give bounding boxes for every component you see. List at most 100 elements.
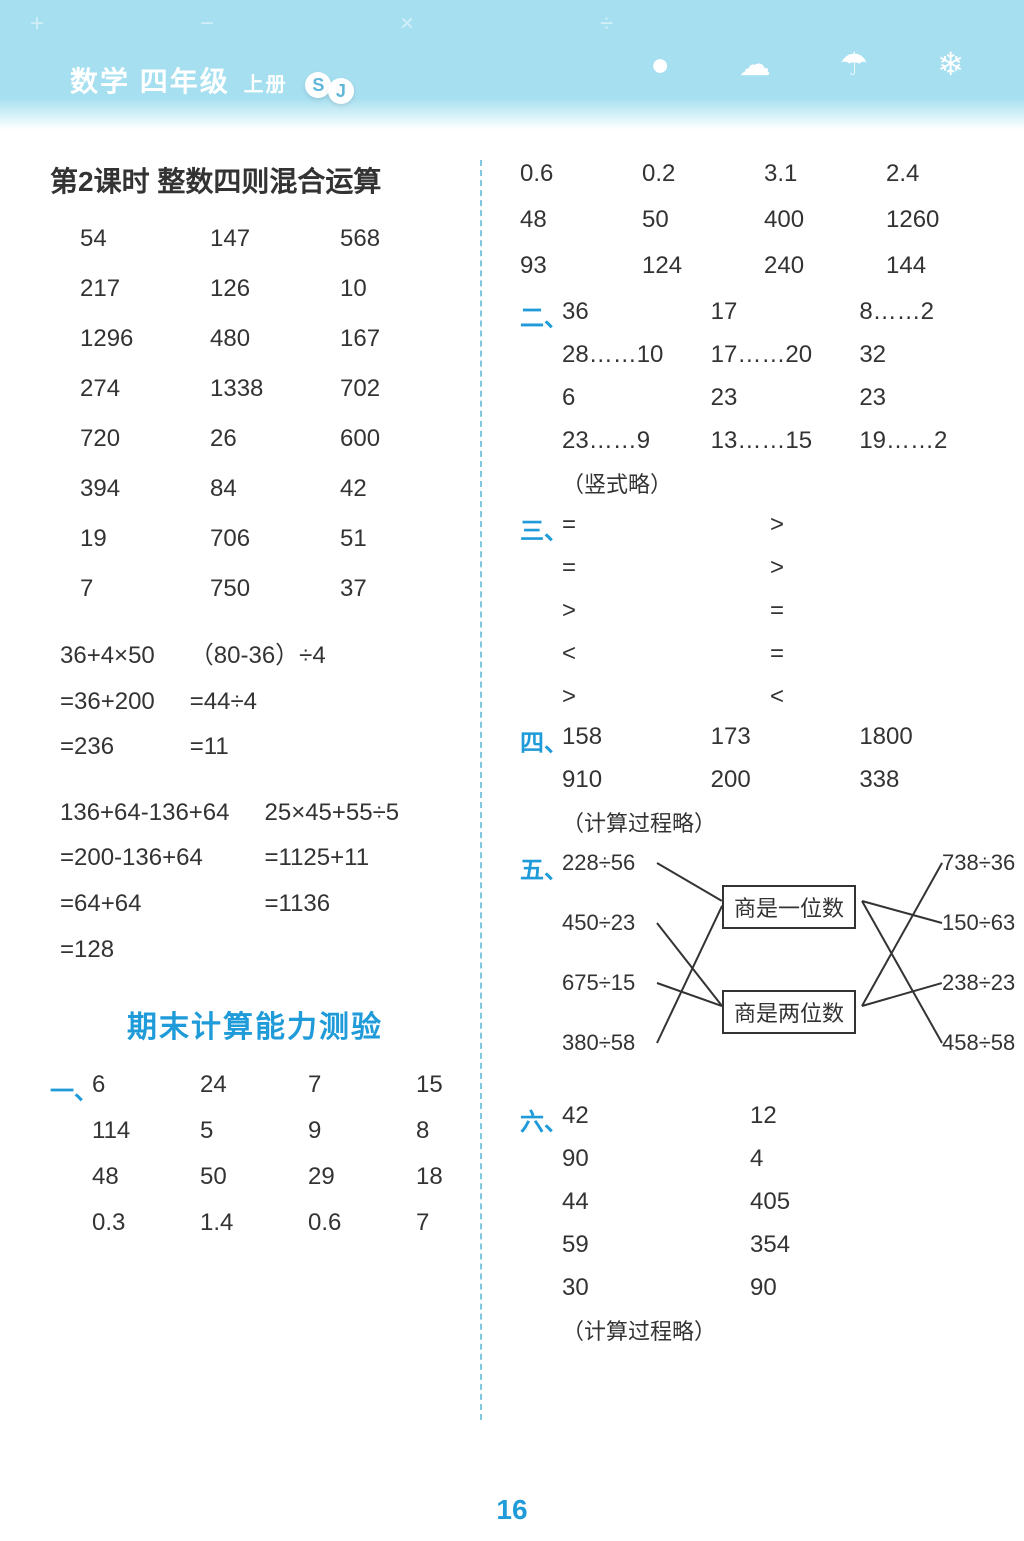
calc-line: =1125+11: [265, 835, 400, 881]
grid-cell: 9: [308, 1117, 408, 1145]
calc1-col2: （80-36）÷4=44÷4=11: [190, 633, 326, 770]
grid-cell: 126: [210, 275, 330, 303]
diag-left-item: 228÷56: [562, 850, 635, 876]
grid-cell: 400: [764, 206, 878, 234]
left-column: 第2课时 整数四则混合运算 54147568217126101296480167…: [50, 160, 480, 1460]
sec5-label: 五、: [520, 850, 562, 885]
grid-cell: 910: [562, 766, 703, 794]
grid-cell: 48: [520, 206, 634, 234]
grid-cell: =: [562, 554, 762, 582]
diag-left-item: 675÷15: [562, 970, 635, 996]
diag-line: [656, 862, 722, 902]
grid-cell: <: [770, 683, 970, 711]
sec3-label: 三、: [520, 511, 562, 546]
grid-cell: 23……9: [562, 427, 703, 455]
grid-cell: 10: [340, 275, 460, 303]
diag-right-item: 238÷23: [942, 970, 1015, 996]
calc-line: =128: [60, 927, 230, 973]
grid-cell: 28……10: [562, 341, 703, 369]
grid-cell: 23: [711, 384, 852, 412]
grid-cell: 17……20: [711, 341, 852, 369]
calc-line: 36+4×50: [60, 633, 155, 679]
grid-cell: 394: [80, 475, 200, 503]
section-5: 五、 228÷56450÷23675÷15380÷58738÷36150÷632…: [520, 850, 1000, 1090]
column-divider: [480, 160, 482, 1420]
calc-block-2: 136+64-136+64=200-136+64=64+64=128 25×45…: [50, 790, 460, 972]
calc-line: 25×45+55÷5: [265, 790, 400, 836]
sec1-label: 一、: [50, 1071, 92, 1106]
right-column: 0.60.23.12.44850400126093124240144 二、 36…: [480, 160, 1000, 1460]
grid-cell: 37: [340, 575, 460, 603]
grid-cell: 42: [562, 1102, 742, 1130]
content-area: 第2课时 整数四则混合运算 54147568217126101296480167…: [0, 130, 1024, 1480]
sec2-grid: 36178……228……1017……20326232323……913……1519…: [562, 298, 1000, 455]
grid-cell: 706: [210, 525, 330, 553]
grid-cell: 702: [340, 375, 460, 403]
grid-cell: 0.2: [642, 160, 756, 188]
sec1-grid: 624715114598485029180.31.40.67: [92, 1071, 516, 1237]
grid-cell: 17: [711, 298, 852, 326]
grid-cell: 354: [750, 1231, 930, 1259]
grid-cell: 26: [210, 425, 330, 453]
section-6: 六、 421290444405593543090 （计算过程略）: [520, 1102, 1000, 1346]
grid-cell: 19……2: [859, 427, 1000, 455]
page-number: 16: [496, 1494, 527, 1526]
sec2-label: 二、: [520, 298, 562, 333]
grid-cell: 147: [210, 225, 330, 253]
grid-cell: 240: [764, 252, 878, 280]
grid-cell: 1338: [210, 375, 330, 403]
header-volume: 上册: [244, 68, 288, 97]
grid-cell: 1260: [886, 206, 1000, 234]
right-top-grid: 0.60.23.12.44850400126093124240144: [520, 160, 1000, 280]
sec4-grid: 1581731800910200338: [562, 723, 1000, 794]
grid-cell: 338: [859, 766, 1000, 794]
grid-cell: 90: [562, 1145, 742, 1173]
calc-line: =200-136+64: [60, 835, 230, 881]
grid-cell: 720: [80, 425, 200, 453]
diag-left-item: 380÷58: [562, 1030, 635, 1056]
sec3-grid: =>=>>=<=><: [562, 511, 1000, 711]
grid-cell: 3.1: [764, 160, 878, 188]
grid-cell: 19: [80, 525, 200, 553]
grid-cell: 42: [340, 475, 460, 503]
diag-right-item: 150÷63: [942, 910, 1015, 936]
number-grid-1: 5414756821712610129648016727413387027202…: [50, 225, 460, 603]
grid-cell: 54: [80, 225, 200, 253]
grid-cell: 2.4: [886, 160, 1000, 188]
grid-cell: 1296: [80, 325, 200, 353]
sec5-diagram: 228÷56450÷23675÷15380÷58738÷36150÷63238÷…: [562, 850, 1000, 1090]
test-title: 期末计算能力测验: [50, 1002, 460, 1046]
grid-cell: 6: [562, 384, 703, 412]
grid-cell: 7: [80, 575, 200, 603]
grid-cell: 274: [80, 375, 200, 403]
sec6-label: 六、: [520, 1102, 562, 1137]
grid-cell: 51: [340, 525, 460, 553]
calc1-col1: 36+4×50=36+200=236: [60, 633, 155, 770]
sec4-label: 四、: [520, 723, 562, 758]
grid-cell: 750: [210, 575, 330, 603]
grid-cell: 7: [308, 1071, 408, 1099]
grid-cell: 36: [562, 298, 703, 326]
grid-cell: 4: [750, 1145, 930, 1173]
calc2-col1: 136+64-136+64=200-136+64=64+64=128: [60, 790, 230, 972]
diag-right-item: 458÷58: [942, 1030, 1015, 1056]
header-grade: 四年级: [140, 66, 230, 97]
section-1: 一、 624715114598485029180.31.40.67: [50, 1071, 460, 1237]
grid-cell: 84: [210, 475, 330, 503]
grid-cell: 568: [340, 225, 460, 253]
grid-cell: 173: [711, 723, 852, 751]
grid-cell: 167: [340, 325, 460, 353]
grid-cell: =: [770, 640, 970, 668]
grid-cell: 480: [210, 325, 330, 353]
grid-cell: 1800: [859, 723, 1000, 751]
grid-cell: >: [770, 554, 970, 582]
grid-cell: 124: [642, 252, 756, 280]
grid-cell: 144: [886, 252, 1000, 280]
grid-cell: 600: [340, 425, 460, 453]
weather-icons: ● ☁ ☂ ❄: [651, 45, 995, 83]
calc-line: =236: [60, 724, 155, 770]
grid-cell: 13……15: [711, 427, 852, 455]
sj-badge: S J: [305, 70, 353, 104]
calc-block-1: 36+4×50=36+200=236 （80-36）÷4=44÷4=11: [50, 633, 460, 770]
diag-box-2: 商是两位数: [722, 990, 856, 1034]
